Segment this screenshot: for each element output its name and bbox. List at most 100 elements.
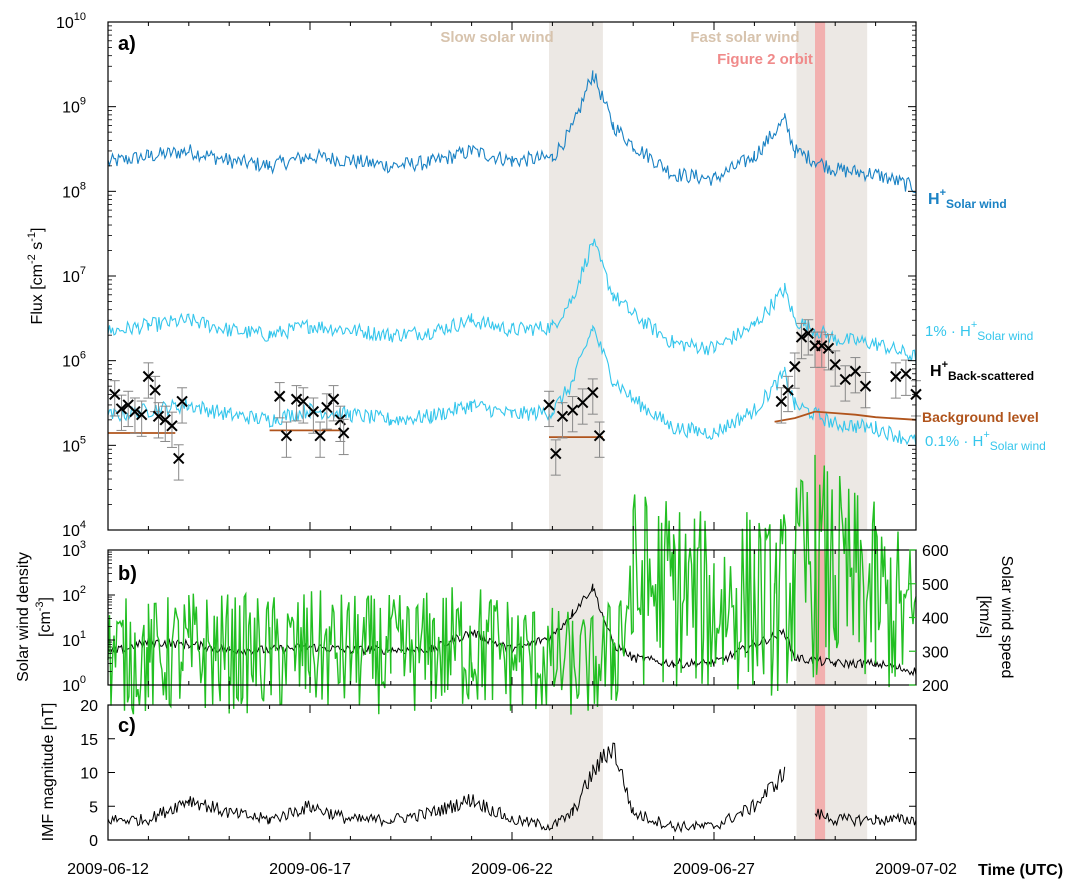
panel-c-plot xyxy=(107,742,917,834)
backscatter-point xyxy=(782,375,794,413)
panel-b-ytick: 103 xyxy=(62,539,86,560)
panel-b-y2label-line2: [km/s] xyxy=(976,596,993,639)
panel-b-ylabel-line2: [cm-3] xyxy=(34,597,54,637)
panel-b-plot xyxy=(107,454,917,715)
panel-c-ylabel: IMF magnitude [nT] xyxy=(40,703,57,842)
backscatter-point xyxy=(802,319,814,356)
panel-a-ytick: 107 xyxy=(62,265,86,286)
figure-2-orbit-band xyxy=(815,22,826,530)
backscatter-point xyxy=(109,380,121,417)
axis-ticks: 1041051061071081091010100101102103200300… xyxy=(56,11,957,878)
backscatter-point xyxy=(172,444,185,481)
backscatter-point xyxy=(775,387,788,424)
backscatter-point xyxy=(849,357,862,394)
legend-0-1pct-solar-wind: 0.1% · H+Solar wind xyxy=(925,429,1046,453)
slow-solar-wind-band xyxy=(549,705,603,840)
backscatter-point xyxy=(839,365,852,402)
backscatter-point xyxy=(337,418,350,456)
backscatter-point xyxy=(290,385,303,422)
backscatter-point xyxy=(576,388,589,425)
backscatter-point xyxy=(166,411,178,448)
backscatter-point xyxy=(135,400,148,437)
panel-c-ytick: 20 xyxy=(80,698,98,715)
panel-b-ytick: 100 xyxy=(62,674,86,695)
backscatter-point xyxy=(176,387,188,424)
panel-a-ytick: 1010 xyxy=(56,11,86,32)
panel-a-frame xyxy=(107,21,917,531)
h-solar-wind-line xyxy=(107,70,916,194)
panel-b-y2tick: 200 xyxy=(922,678,949,695)
backscatter-point xyxy=(142,362,155,399)
legend-h-back-scattered: H+Back-scattered xyxy=(930,359,1034,383)
panel-c-ytick: 15 xyxy=(80,732,98,749)
x-tick-label: 2009-06-17 xyxy=(269,861,351,878)
backscatter-point xyxy=(900,359,912,396)
panel-b-y2tick: 300 xyxy=(922,644,949,661)
panel-a-ytick: 105 xyxy=(62,434,86,455)
panel-b-y2tick: 600 xyxy=(922,543,949,560)
panel-b-label: b) xyxy=(118,563,137,585)
backscatter-point xyxy=(795,322,808,360)
x-axis-label: Time (UTC) xyxy=(978,862,1063,879)
backscatter-point xyxy=(789,352,801,389)
panel-a-ylabel: Flux [cm-2 s-1] xyxy=(26,228,46,325)
imf-line xyxy=(107,742,917,834)
backscatter-point xyxy=(152,402,165,439)
legend-background-level: Background level xyxy=(922,409,1039,425)
figure-2-orbit-band xyxy=(815,705,826,840)
panel-a-ytick: 106 xyxy=(62,350,86,371)
panel-c-ytick: 10 xyxy=(80,766,98,783)
panel-b-ytick: 102 xyxy=(62,584,86,605)
shaded-regions xyxy=(549,22,868,840)
panel-b-ylabel-line1: Solar wind density xyxy=(15,552,32,682)
panel-a-label: a) xyxy=(118,33,136,55)
fast-solar-wind-band xyxy=(796,705,868,840)
x-tick-label: 2009-06-12 xyxy=(67,861,149,878)
panel-a-ytick: 108 xyxy=(62,180,86,201)
backscatter-point xyxy=(593,421,606,458)
backscatter-point xyxy=(587,378,599,415)
fast-solar-wind-band xyxy=(796,22,868,530)
panel-b-y2label-line1: Solar wind speed xyxy=(998,556,1015,679)
slow-solar-wind-band xyxy=(549,22,603,530)
panel-c-frame xyxy=(107,704,917,841)
figure-2-orbit-label: Figure 2 orbit xyxy=(717,51,813,68)
figure-2-orbit-band xyxy=(815,550,826,685)
backscatter-point xyxy=(859,371,872,409)
backscatter-point xyxy=(314,421,326,458)
backscatter-point xyxy=(273,382,286,419)
x-tick-label: 2009-06-22 xyxy=(471,861,553,878)
series-labels: H+Solar wind 1% · H+Solar wind H+Back-sc… xyxy=(922,187,1046,453)
backscatter-point xyxy=(280,421,293,458)
panel-c-label: c) xyxy=(118,715,136,737)
panel-c-ytick: 0 xyxy=(89,833,98,850)
panel-b-y2tick: 400 xyxy=(922,611,949,628)
fast-solar-wind-label: Fast solar wind xyxy=(690,29,799,46)
backscatter-point xyxy=(890,362,902,399)
backscatter-point xyxy=(822,334,835,371)
panel-a-ytick: 104 xyxy=(62,519,86,540)
backscatter-point xyxy=(829,350,841,387)
panel-b-y2tick: 500 xyxy=(922,577,949,594)
backscatter-point xyxy=(321,393,333,430)
panel-a-plot xyxy=(107,70,922,481)
panel-a-ytick: 109 xyxy=(62,96,86,117)
backscatter-point xyxy=(816,331,828,368)
backscatter-point xyxy=(115,394,128,431)
legend-1pct-solar-wind: 1% · H+Solar wind xyxy=(925,319,1033,343)
background-level-segment xyxy=(774,410,917,423)
backscatter-point xyxy=(556,402,569,439)
backscatter-point xyxy=(129,397,141,434)
legend-h-solar-wind: H+Solar wind xyxy=(928,187,1007,211)
x-tick-label: 2009-07-02 xyxy=(875,861,957,878)
backscatter-point xyxy=(543,390,555,428)
backscatter-point xyxy=(327,385,340,422)
panel-b-ytick: 101 xyxy=(62,629,86,650)
backscatter-point xyxy=(550,439,562,476)
one-percent-line xyxy=(107,238,917,364)
tenth-percent-line xyxy=(107,324,917,447)
panel-c-ytick: 5 xyxy=(89,799,98,816)
backscatter-point xyxy=(297,387,309,424)
backscatter-point xyxy=(566,396,579,433)
